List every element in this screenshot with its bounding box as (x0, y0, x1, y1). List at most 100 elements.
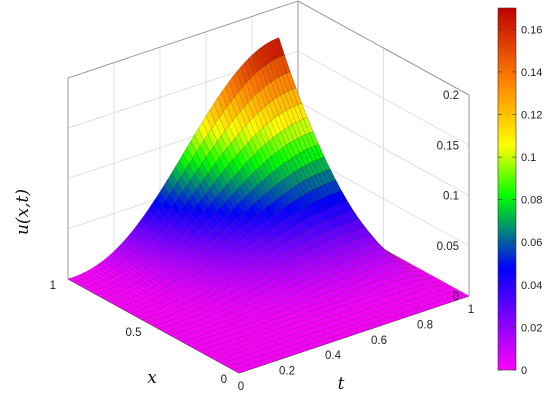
surface-patch (269, 351, 280, 356)
surface-patch (231, 310, 242, 317)
surface-patch (377, 248, 388, 257)
surface-patch (217, 135, 228, 154)
surface-patch (342, 292, 353, 299)
surface-patch (88, 274, 99, 280)
surface-patch (298, 314, 309, 320)
surface-patch (84, 286, 96, 292)
colorbar (497, 7, 517, 371)
surface-patch (104, 264, 115, 272)
surface-patch (301, 345, 313, 351)
surface-patch (225, 330, 237, 335)
surface-patch (417, 284, 428, 291)
surface-patch (202, 348, 213, 354)
surface-patch (210, 313, 221, 320)
x-tick-label: 0.5 (126, 327, 142, 339)
surface-patch (241, 268, 252, 277)
surface-patch (313, 331, 324, 337)
surface-patch (380, 303, 392, 309)
surface-patch (416, 306, 428, 312)
surface-patch (113, 291, 124, 298)
surface-patch (187, 343, 198, 349)
surface-patch (163, 277, 174, 285)
surface-patch (94, 263, 105, 271)
surface-patch (115, 271, 126, 279)
surface-patch (278, 353, 290, 358)
surface-patch (259, 349, 271, 355)
t-tick-label: 0.6 (371, 335, 387, 347)
surface-patch (378, 319, 389, 325)
surface-patch (294, 337, 305, 343)
surface-patch (126, 291, 137, 298)
surface-patch (130, 276, 141, 283)
surface-patch (227, 355, 238, 360)
surface-patch (268, 251, 279, 261)
surface-patch (380, 278, 392, 285)
surface-patch (202, 338, 214, 343)
surface-patch (430, 297, 441, 302)
surface-patch (147, 321, 158, 327)
surface-patch (236, 185, 247, 201)
surface-patch (202, 304, 214, 311)
surface-patch (151, 250, 162, 260)
surface-patch (155, 318, 166, 324)
surface-patch (191, 342, 202, 347)
surface-patch (377, 264, 388, 273)
surface-patch (195, 280, 206, 288)
surface-patch (376, 315, 388, 320)
surface-patch (290, 349, 301, 354)
surface-patch (283, 295, 294, 302)
surface-patch (84, 276, 96, 282)
surface-patch (388, 253, 399, 261)
surface-patch (459, 292, 470, 298)
surface-patch (369, 306, 380, 313)
surface-patch (210, 355, 221, 361)
surface-patch (117, 290, 128, 296)
surface-patch (166, 290, 178, 297)
surface-patch (278, 112, 289, 130)
surface-patch (122, 304, 134, 310)
surface-patch (286, 350, 297, 356)
surface-patch (241, 285, 252, 293)
surface-patch (263, 358, 274, 363)
colorbar-ticks: 0 0.02 0.04 0.06 0.08 0.1 0.12 0.14 0.16 (498, 24, 542, 377)
surface-patch (396, 261, 407, 268)
surface-patch (168, 282, 180, 289)
surface-patch (265, 342, 277, 348)
surface-patch (183, 301, 195, 307)
surface-patch (443, 297, 455, 303)
surface-patch (266, 295, 277, 303)
surface-patch (308, 276, 319, 284)
surface-patch (453, 289, 464, 295)
surface-patch (271, 335, 282, 340)
surface-patch (111, 258, 122, 266)
surface-patch (382, 318, 393, 324)
surface-patch (334, 329, 345, 335)
surface-patch (179, 335, 191, 341)
surface-patch (106, 254, 117, 263)
surface-patch (139, 313, 151, 319)
surface-patch (359, 326, 370, 331)
surface-patch (163, 238, 174, 249)
surface-patch (238, 361, 250, 367)
box-edge (297, 0, 470, 296)
surface-patch (243, 306, 254, 312)
z-tick-label: 0.1 (443, 191, 459, 203)
surface-patch (250, 302, 261, 309)
surface-patch (246, 348, 257, 354)
surface-patch (324, 337, 336, 343)
surface-patch (355, 327, 366, 333)
surface-patch (182, 185, 193, 200)
surface-patch (229, 349, 240, 355)
surface-patch (100, 267, 111, 274)
surface-patch (332, 335, 343, 340)
surface-patch (193, 289, 204, 297)
surface-patch (296, 321, 307, 327)
surface-patch (208, 341, 219, 347)
surface-patch (347, 329, 359, 335)
surface-patch (351, 328, 363, 334)
surface-patch (208, 308, 219, 315)
x-tick-label: 1 (50, 280, 56, 292)
surface-patch (158, 327, 170, 333)
surface-patch (357, 310, 369, 316)
surface-patch (252, 341, 263, 347)
